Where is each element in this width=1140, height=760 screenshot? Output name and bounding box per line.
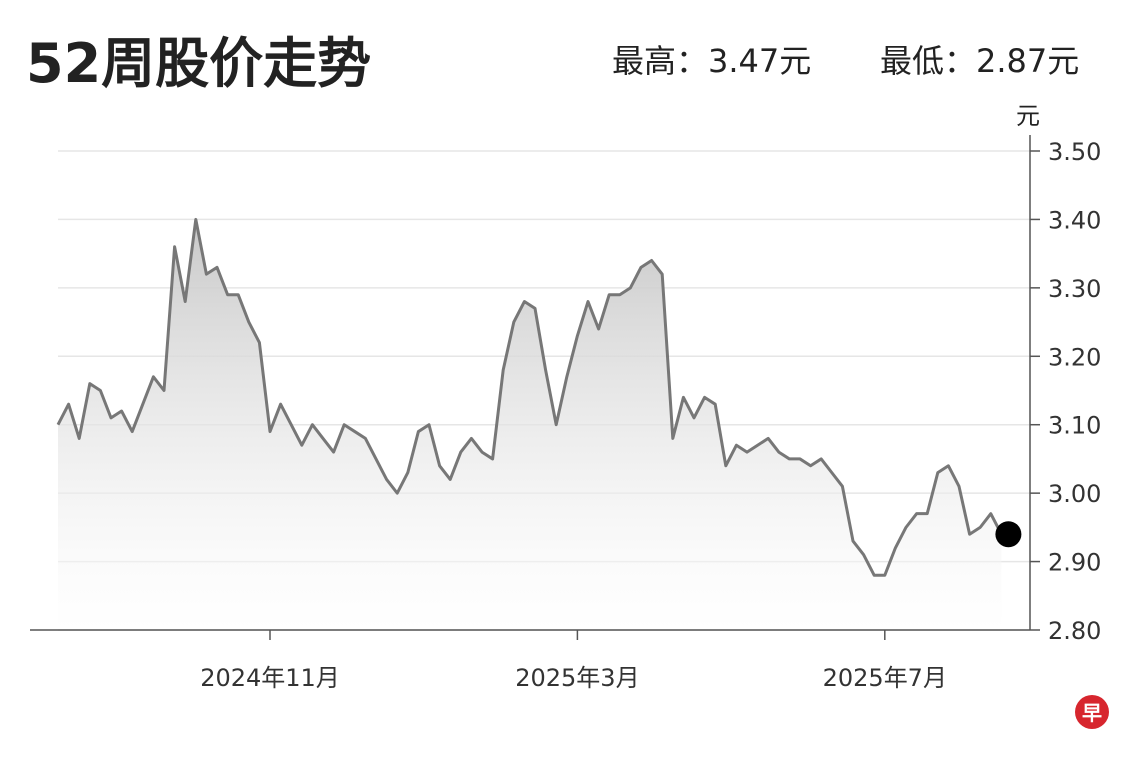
y-tick-label: 3.40 <box>1048 206 1101 234</box>
y-tick-label: 3.30 <box>1048 275 1101 303</box>
line <box>56 217 1003 577</box>
y-tick-label: 3.50 <box>1048 138 1101 166</box>
last-point <box>995 521 1022 548</box>
y-tick-label: 3.10 <box>1048 412 1101 440</box>
y-tick-label: 2.80 <box>1048 617 1101 645</box>
x-tick-label: 2024年11月 <box>200 664 340 692</box>
logo-badge <box>1075 695 1109 729</box>
y-unit: 元 <box>1016 102 1040 130</box>
logo: 早 <box>1082 701 1102 725</box>
x-tick-label: 2025年7月 <box>823 664 947 692</box>
y-tick-label: 2.90 <box>1048 549 1101 577</box>
high-label: 最高：3.47元 <box>612 42 811 80</box>
low-label: 最低：2.87元 <box>880 42 1079 80</box>
chart-title: 52周股价走势 <box>26 32 371 95</box>
area <box>58 219 1002 630</box>
y-tick-label: 3.00 <box>1048 480 1101 508</box>
x-tick-label: 2025年3月 <box>515 664 639 692</box>
y-tick-label: 3.20 <box>1048 343 1101 371</box>
